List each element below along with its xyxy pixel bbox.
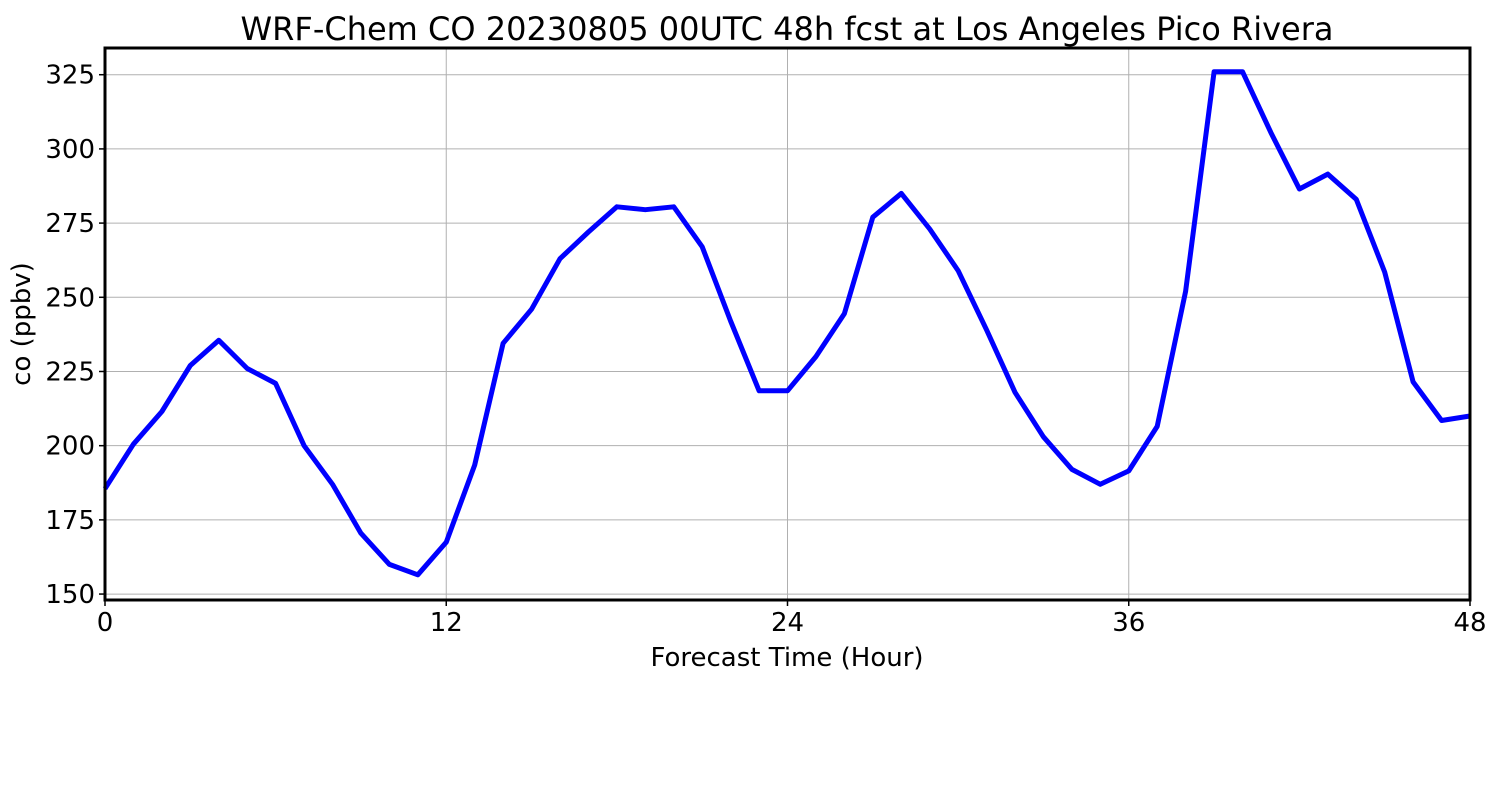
grid-lines [104,48,1471,600]
series-layer [102,69,1471,578]
x-tick-label: 36 [1112,608,1145,638]
series-line [102,69,1471,578]
y-tick-label: 150 [45,580,95,610]
y-tick-label: 175 [45,506,95,536]
y-tick-label: 300 [45,135,95,165]
y-axis-label: co (ppbv) [7,262,37,386]
x-tick-label: 24 [771,608,804,638]
y-tick-label: 275 [45,209,95,239]
y-tick-label: 225 [45,357,95,387]
x-tick-label: 48 [1453,608,1486,638]
y-tick-label: 200 [45,432,95,462]
x-axis-ticks: 0 12 24 36 48 [97,600,1487,638]
x-axis-label: Forecast Time (Hour) [650,643,923,673]
y-tick-label: 325 [45,61,95,91]
x-tick-label: 0 [97,608,114,638]
chart-title: WRF-Chem CO 20230805 00UTC 48h fcst at L… [241,10,1334,48]
y-axis-ticks: 150 175 200 225 250 275 300 325 [45,61,105,610]
x-tick-label: 12 [430,608,463,638]
y-tick-label: 250 [45,283,95,313]
